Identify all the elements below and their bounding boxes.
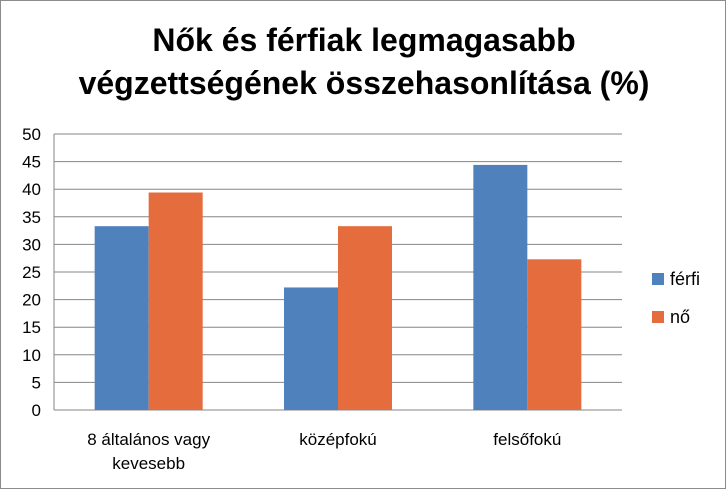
- y-tick-label: 5: [32, 373, 41, 392]
- legend-label: nő: [670, 307, 690, 327]
- y-tick-label: 20: [22, 291, 41, 310]
- legend-swatch-nő: [652, 311, 664, 323]
- bar-nő-1: [338, 226, 392, 410]
- legend-label: férfi: [670, 269, 700, 289]
- y-tick-label: 35: [22, 208, 41, 227]
- x-category-label: felsőfokú: [493, 430, 561, 449]
- chart-title: Nők és férfiak legmagasabb végzettségéne…: [1, 19, 726, 105]
- y-tick-label: 0: [32, 401, 41, 420]
- bar-nő-2: [527, 259, 582, 410]
- y-tick-label: 40: [22, 180, 41, 199]
- y-tick-label: 45: [22, 153, 41, 172]
- chart-title-line-2: végzettségének összehasonlítása (%): [78, 65, 650, 101]
- y-tick-label: 50: [22, 125, 41, 144]
- y-tick-label: 25: [22, 263, 41, 282]
- bar-férfi-1: [284, 287, 338, 410]
- bar-nő-0: [148, 192, 203, 410]
- x-category-label: kevesebb: [112, 454, 185, 473]
- x-category-label: középfokú: [299, 430, 377, 449]
- bar-férfi-2: [473, 164, 528, 410]
- x-category-label: 8 általános vagy: [87, 430, 210, 449]
- y-tick-label: 15: [22, 318, 41, 337]
- y-tick-label: 10: [22, 346, 41, 365]
- legend-swatch-férfi: [652, 273, 664, 285]
- chart-title-line-1: Nők és férfiak legmagasabb: [152, 22, 576, 58]
- y-tick-label: 30: [22, 235, 41, 254]
- bar-férfi-0: [94, 226, 149, 410]
